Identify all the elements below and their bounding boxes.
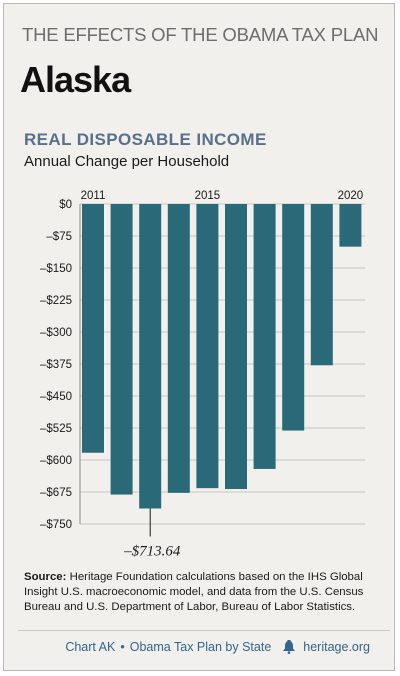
source-label: Source: bbox=[24, 571, 67, 583]
y-tick-label: –$75 bbox=[46, 231, 72, 243]
y-tick-label: –$375 bbox=[40, 359, 72, 371]
x-tick-label: 2020 bbox=[338, 190, 364, 202]
bar bbox=[282, 204, 305, 431]
y-tick-label: –$150 bbox=[40, 263, 72, 275]
chart-id: Chart AK bbox=[65, 640, 116, 654]
chart-subtitle: Annual Change per Household bbox=[24, 153, 230, 170]
bar bbox=[310, 204, 333, 366]
x-tick-label: 2011 bbox=[81, 190, 106, 202]
state-title: Alaska bbox=[20, 59, 131, 100]
bar bbox=[82, 204, 104, 453]
site-link[interactable]: heritage.org bbox=[303, 640, 370, 654]
y-tick-label: –$600 bbox=[40, 455, 72, 467]
bar bbox=[225, 204, 247, 490]
chart-title: REAL DISPOSABLE INCOME bbox=[24, 130, 267, 149]
y-tick-label: –$225 bbox=[40, 295, 72, 307]
footer-bullet: • bbox=[120, 640, 125, 654]
x-tick-label: 2015 bbox=[195, 190, 221, 202]
bar bbox=[167, 204, 190, 493]
bar bbox=[139, 204, 162, 509]
bar bbox=[253, 204, 276, 469]
footer: Chart AK • Obama Tax Plan by State herit… bbox=[65, 640, 370, 654]
y-tick-label: $0 bbox=[59, 199, 72, 211]
bar bbox=[110, 204, 133, 495]
annotation-label: –$713.64 bbox=[123, 543, 181, 559]
y-tick-label: –$450 bbox=[40, 391, 72, 403]
y-tick-label: –$675 bbox=[40, 487, 72, 499]
bar bbox=[196, 204, 219, 489]
bar bbox=[339, 204, 362, 247]
liberty-bell-icon bbox=[283, 640, 296, 654]
series-name: Obama Tax Plan by State bbox=[129, 640, 272, 654]
report-supertitle: THE EFFECTS OF THE OBAMA TAX PLAN bbox=[22, 24, 379, 45]
y-tick-label: –$300 bbox=[40, 327, 72, 339]
source-text: Heritage Foundation calculations based o… bbox=[24, 571, 364, 613]
bar-chart: $0 –$75 –$150 –$225 –$300 –$375 –$450 –$525 –$60… bbox=[40, 190, 365, 559]
chart-card: THE EFFECTS OF THE OBAMA TAX PLAN Alaska… bbox=[3, 3, 395, 671]
y-tick-label: –$525 bbox=[40, 423, 72, 435]
footer-divider bbox=[18, 630, 390, 631]
source-note: Source: Heritage Foundation calculations… bbox=[24, 570, 386, 615]
y-tick-label: –$750 bbox=[40, 519, 72, 531]
